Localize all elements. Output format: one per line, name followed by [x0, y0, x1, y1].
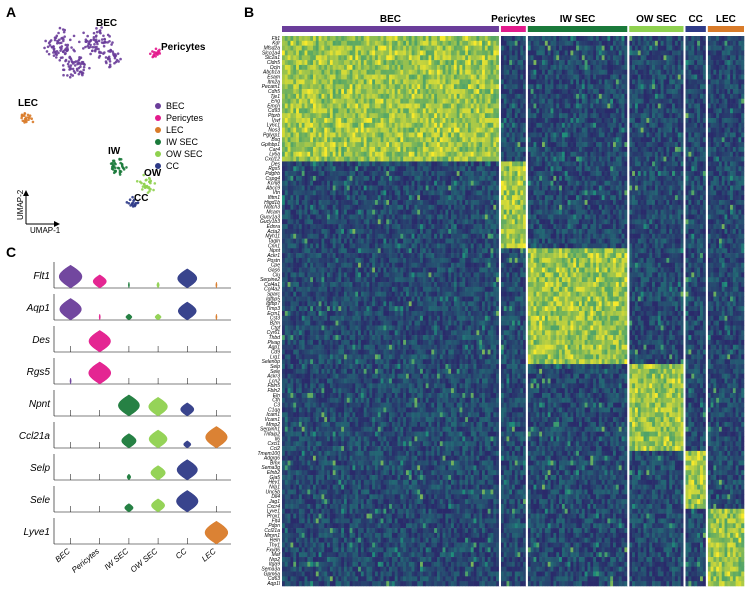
svg-text:Pericytes: Pericytes [166, 113, 204, 123]
svg-text:CC: CC [688, 14, 702, 25]
svg-text:OW SEC: OW SEC [166, 149, 203, 159]
svg-text:Pericytes: Pericytes [161, 42, 206, 53]
panel-c-violin-plots: Flt1Aqp1DesRgs5NpntCcl21aSelpSeleLyve1BE… [6, 246, 236, 586]
svg-text:OW SEC: OW SEC [636, 14, 677, 25]
svg-text:LEC: LEC [166, 125, 184, 135]
heatmap-svg: BECPericytesIW SECOW SECCCLECFlt1KdrMfsd… [242, 6, 746, 588]
svg-text:BEC: BEC [380, 14, 401, 25]
svg-text:BEC: BEC [166, 101, 185, 111]
svg-text:IW SEC: IW SEC [166, 137, 199, 147]
panel-a-umap-scatter: UMAP-1 UMAP-2 BEC Pericytes LEC IW OW CC BEC Peri… [6, 6, 236, 236]
svg-text:LEC: LEC [18, 98, 38, 109]
svg-text:UMAP-1: UMAP-1 [30, 226, 61, 235]
svg-text:UMAP-2: UMAP-2 [16, 189, 25, 220]
svg-text:Pericytes: Pericytes [491, 14, 536, 25]
svg-text:IW SEC: IW SEC [560, 14, 596, 25]
svg-text:LEC: LEC [716, 14, 736, 25]
svg-text:CC: CC [166, 161, 179, 171]
svg-text:IW: IW [108, 146, 121, 157]
svg-text:OW: OW [144, 168, 162, 179]
svg-text:BEC: BEC [96, 18, 117, 29]
umap-svg: UMAP-1 UMAP-2 BEC Pericytes LEC IW OW CC BEC Peri… [6, 6, 236, 236]
violin-svg: Flt1Aqp1DesRgs5NpntCcl21aSelpSeleLyve1BE… [6, 246, 236, 586]
svg-text:CC: CC [134, 193, 148, 204]
panel-b-heatmap: BECPericytesIW SECOW SECCCLECFlt1KdrMfsd… [242, 6, 746, 588]
